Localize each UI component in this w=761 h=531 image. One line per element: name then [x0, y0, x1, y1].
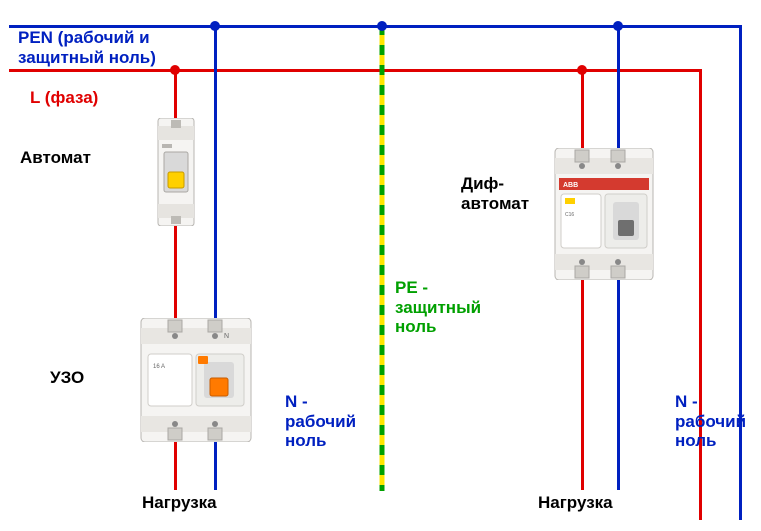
- label-n-left: N - рабочий ноль: [285, 392, 356, 451]
- device-uzo: 16 A N: [138, 318, 254, 442]
- svg-text:C16: C16: [565, 212, 574, 218]
- l-to-avtomat: [174, 69, 177, 118]
- device-dif: ABB C16: [553, 148, 655, 280]
- phase-bus-h: [9, 69, 700, 72]
- device-avtomat: [156, 118, 196, 226]
- l-to-dif: [581, 69, 584, 149]
- pe-wire: [378, 25, 388, 491]
- node-pen-1: [210, 21, 220, 31]
- dif-out-n: [617, 278, 620, 490]
- svg-text:16 A: 16 A: [153, 364, 165, 370]
- svg-text:N: N: [224, 333, 229, 340]
- node-pen-dif: [613, 21, 623, 31]
- avtomat-to-uzo: [174, 226, 177, 318]
- node-pen-pe: [377, 21, 387, 31]
- label-avtomat: Автомат: [20, 148, 91, 168]
- node-l-avtomat: [170, 65, 180, 75]
- label-phase: L (фаза): [30, 88, 98, 108]
- dif-out-l: [581, 278, 584, 490]
- node-l-dif: [577, 65, 587, 75]
- phase-bus-v-right: [699, 69, 702, 520]
- label-dif: Диф- автомат: [461, 174, 529, 213]
- n-to-dif: [617, 25, 620, 149]
- label-uzo: УЗО: [50, 368, 84, 388]
- label-n-right: N - рабочий ноль: [675, 392, 746, 451]
- uzo-out-n: [214, 440, 217, 490]
- label-pen: PEN (рабочий и защитный ноль): [18, 28, 156, 67]
- label-load-left: Нагрузка: [142, 493, 217, 513]
- n-to-uzo: [214, 25, 217, 318]
- label-pe: PE - защитный ноль: [395, 278, 481, 337]
- svg-text:ABB: ABB: [563, 182, 578, 189]
- label-load-right: Нагрузка: [538, 493, 613, 513]
- uzo-out-l: [174, 440, 177, 490]
